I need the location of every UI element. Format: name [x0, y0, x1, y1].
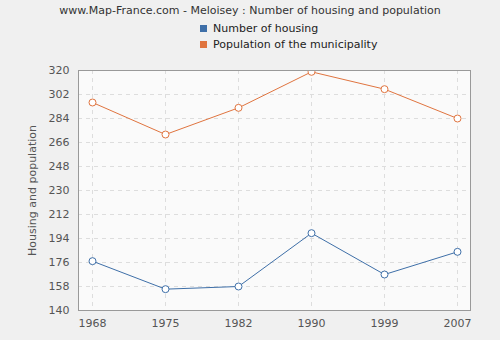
- svg-text:320: 320: [49, 64, 70, 77]
- svg-text:1975: 1975: [152, 317, 180, 330]
- svg-text:158: 158: [49, 280, 70, 293]
- html-text:Number of housing: Number of housing: [213, 21, 319, 35]
- svg-text:1968: 1968: [79, 317, 107, 330]
- svg-text:140: 140: [49, 304, 70, 317]
- svg-text:1990: 1990: [298, 317, 326, 330]
- svg-text:176: 176: [49, 256, 70, 269]
- svg-text:284: 284: [49, 112, 70, 125]
- svg-text:248: 248: [49, 160, 70, 173]
- svg-text:212: 212: [49, 208, 70, 221]
- svg-text:194: 194: [49, 232, 70, 245]
- svg-text:Housing and population: Housing and population: [26, 125, 39, 256]
- svg-text:302: 302: [49, 88, 70, 101]
- svg-text:266: 266: [49, 136, 70, 149]
- svg-text:1999: 1999: [371, 317, 399, 330]
- svg-text:2007: 2007: [444, 317, 472, 330]
- html-text:www.Map-France.com - Meloisey: www.Map-France.com - Meloisey : Number o…: [59, 4, 441, 17]
- svg-text:230: 230: [49, 184, 70, 197]
- svg-text:1982: 1982: [225, 317, 253, 330]
- html-text:Population of the municipality: Population of the municipality: [213, 37, 378, 51]
